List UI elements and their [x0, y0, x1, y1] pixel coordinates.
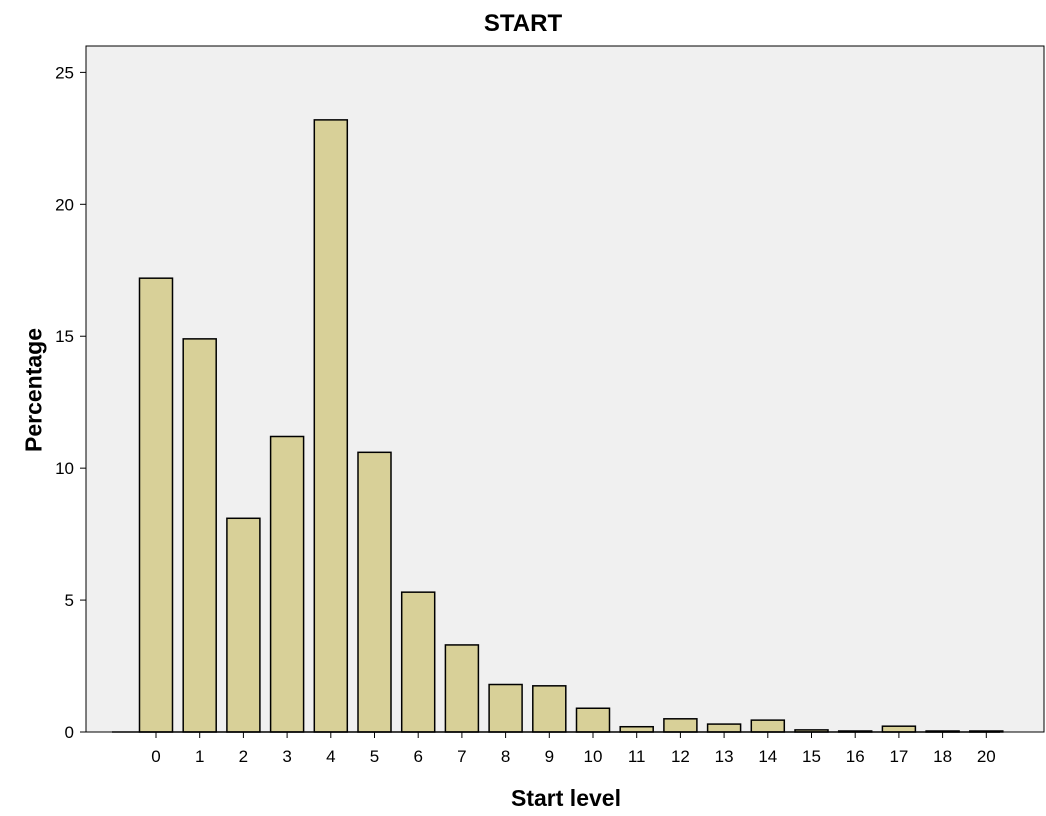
bar-4	[313, 119, 349, 733]
bar-9	[532, 685, 567, 733]
bar-6	[400, 591, 436, 733]
x-tick-label: 9	[545, 747, 554, 766]
y-tick-label: 10	[55, 459, 74, 478]
x-tick-label: 0	[151, 747, 160, 766]
x-tick-label: 15	[802, 747, 821, 766]
chart-title: START	[483, 10, 563, 37]
bar-17	[881, 725, 917, 733]
y-tick-label: 0	[65, 723, 74, 742]
x-tick-label: 14	[758, 747, 777, 766]
x-tick-label: 10	[584, 747, 603, 766]
x-tick-label: 20	[977, 747, 996, 766]
x-tick-label: 12	[671, 747, 690, 766]
bar-14	[750, 719, 786, 733]
x-tick-label: 13	[715, 747, 734, 766]
x-tick-label: 11	[628, 747, 646, 766]
x-tick-label: 18	[933, 747, 952, 766]
bar-10	[575, 707, 611, 733]
x-tick-label: 2	[239, 747, 248, 766]
bar-0	[138, 277, 174, 733]
bar-8	[488, 683, 523, 733]
x-tick-label: 5	[370, 747, 379, 766]
x-tick-label: 4	[326, 747, 335, 766]
x-tick-label: 1	[195, 747, 204, 766]
bar-1	[182, 338, 217, 733]
x-tick-label: 7	[457, 747, 466, 766]
x-tick-label: 6	[413, 747, 422, 766]
bar-12	[663, 718, 698, 733]
y-tick-label: 5	[65, 591, 74, 610]
y-tick-label: 25	[55, 63, 74, 82]
x-tick-label: 8	[501, 747, 510, 766]
bar-3	[269, 435, 305, 733]
bar-2	[226, 517, 261, 733]
x-tick-label: 3	[282, 747, 291, 766]
bar-5	[357, 451, 392, 733]
x-tick-label: 17	[889, 747, 908, 766]
bar-11	[619, 725, 654, 733]
x-axis-label: Start level	[511, 785, 621, 811]
bar-13	[706, 723, 742, 733]
y-tick-label: 15	[55, 327, 74, 346]
y-tick-label: 20	[55, 195, 74, 214]
x-tick-label: 16	[846, 747, 865, 766]
bar-7	[444, 644, 480, 733]
